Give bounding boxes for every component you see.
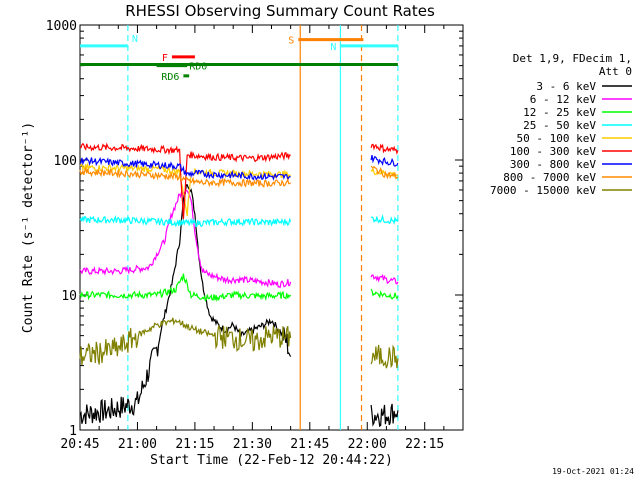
y-tick-label: 1000: [46, 19, 77, 34]
legend-entry-label: 25 - 50 keV: [523, 119, 596, 132]
x-axis-label: Start Time (22-Feb-12 20:44:22): [150, 453, 393, 468]
series-line-4: [370, 213, 399, 225]
plot-frame: [79, 24, 464, 431]
series-line-9: [370, 344, 399, 369]
x-tick-label: 22:15: [405, 437, 444, 452]
series-line-7: [370, 154, 399, 167]
legend-entry-label: 300 - 800 keV: [510, 158, 596, 171]
y-tick-label: 1: [69, 424, 77, 439]
series-line-8: [79, 166, 292, 189]
series-line-4: [79, 214, 292, 228]
series-line-1: [370, 403, 399, 428]
legend-entry-label: 12 - 25 keV: [523, 106, 596, 119]
legend-entry-label: 3 - 6 keV: [536, 80, 596, 93]
legend-header-line-1: Det 1,9, FDecim 1,: [512, 52, 632, 65]
x-tick-label: 21:00: [118, 437, 157, 452]
series-line-8: [370, 165, 399, 180]
legend-entry-label: 800 - 7000 keV: [503, 171, 596, 184]
flag-label: N: [330, 42, 336, 53]
series-line-3: [370, 288, 399, 300]
series-line-6: [79, 142, 291, 220]
legend-entry-label: 100 - 300 keV: [510, 145, 596, 158]
flag-label: RD6: [161, 72, 179, 83]
x-tick-label: 21:45: [290, 437, 329, 452]
x-tick-label: 21:15: [175, 437, 214, 452]
generated-timestamp: 19-Oct-2021 01:24: [552, 467, 634, 476]
series-line-9: [79, 317, 292, 366]
series-line-7: [79, 156, 291, 183]
series-line-6: [370, 143, 399, 156]
y-tick-label: 100: [54, 154, 77, 169]
chart-title: RHESSI Observing Summary Count Rates: [125, 2, 435, 20]
flag-label: F: [162, 53, 168, 64]
legend-header-line-2: Att 0: [598, 65, 632, 78]
legend-entry-label: 6 - 12 keV: [530, 93, 597, 106]
y-tick-label: 10: [61, 289, 77, 304]
x-tick-label: 21:30: [233, 437, 272, 452]
legend-entry-label: 50 - 100 keV: [517, 132, 597, 145]
x-tick-label: 20:45: [60, 437, 99, 452]
legend-header: Det 1,9, FDecim 1, Att 0: [513, 52, 632, 78]
flag-label: N: [132, 34, 138, 45]
legend-entry-label: 7000 - 15000 keV: [490, 184, 596, 197]
series-line-5: [79, 162, 292, 217]
series-line-2: [370, 273, 399, 285]
x-tick-label: 22:00: [348, 437, 387, 452]
flag-label: S: [288, 36, 294, 47]
series-line-3: [79, 273, 292, 303]
y-axis-label: Count Rate (s⁻¹ detector⁻¹): [21, 122, 36, 333]
flag-label: RD0: [189, 62, 207, 73]
